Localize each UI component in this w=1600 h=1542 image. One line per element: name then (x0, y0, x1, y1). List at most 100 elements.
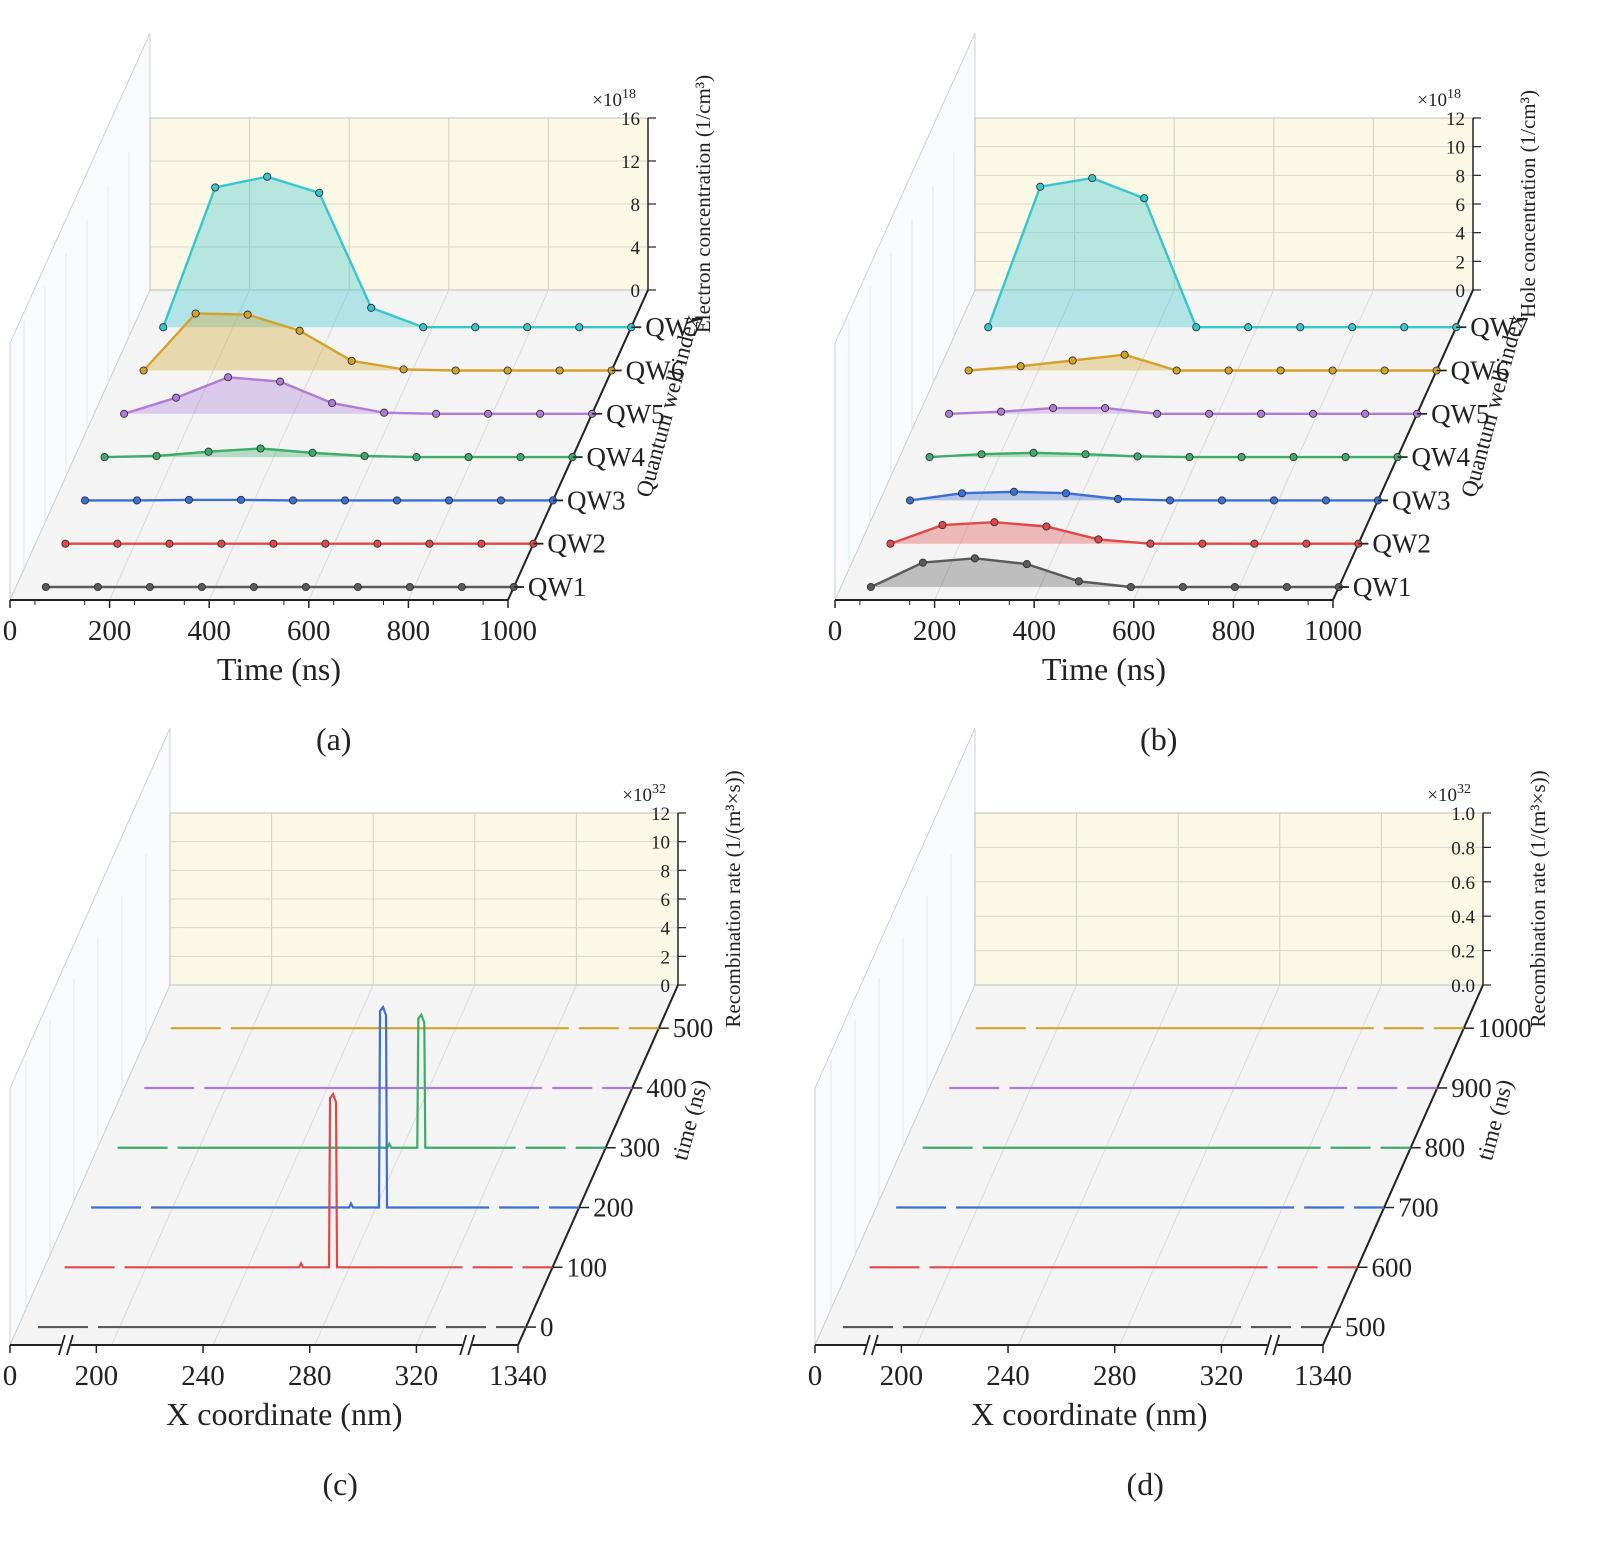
z-axis-title: Hole concentration (1/cm³) (1516, 90, 1540, 318)
data-point (1230, 582, 1239, 592)
z-tick-label: 0.4 (1451, 907, 1475, 928)
axis-break-mark (66, 1334, 74, 1356)
z-tick-label: 12 (651, 804, 670, 825)
data-point (1074, 577, 1083, 586)
chart-panel-d: 0 200 240 280 320 1340 X coordinate (nm) 0.0 0.2… (808, 727, 1550, 1502)
axis-break-mark (1264, 1334, 1273, 1356)
data-point (1282, 582, 1291, 592)
data-point (1276, 366, 1285, 375)
series-area (988, 178, 1457, 328)
z-tick-label: 12 (1446, 109, 1465, 130)
z-tick-label: 0 (661, 976, 671, 997)
gridline (212, 984, 374, 1346)
y-tick-label: 1000 (1478, 1013, 1532, 1043)
series-line (123, 376, 593, 415)
data-point (1257, 409, 1266, 418)
data-point (575, 323, 584, 332)
z-tick-label: 4 (1456, 224, 1466, 245)
series-QW1: QW1 (41, 572, 586, 602)
data-point (41, 582, 50, 592)
series-QW7: QW7 (159, 172, 704, 342)
z-multiplier: ×1018 (1417, 87, 1461, 111)
z-tick-label: 12 (621, 152, 640, 173)
data-point (471, 323, 480, 332)
z-multiplier: ×1018 (592, 87, 636, 111)
data-point (197, 582, 206, 592)
data-point (536, 409, 545, 418)
data-point (412, 453, 421, 462)
y-tick-label: 200 (593, 1193, 634, 1223)
data-point (380, 408, 389, 417)
data-point (1185, 453, 1194, 462)
data-point (243, 310, 252, 319)
data-point (1094, 535, 1103, 544)
z-tick-label: 8 (631, 195, 641, 216)
x-tick-label: 280 (288, 1360, 332, 1392)
z-tick-label: 0 (1456, 281, 1466, 302)
z-tick-label: 4 (631, 238, 641, 259)
axis-break-gap (1267, 1333, 1278, 1357)
y-tick-label: QW5 (606, 399, 664, 429)
x-tick-label: 0 (3, 615, 18, 647)
y-axis (517, 984, 679, 1346)
data-point (1029, 448, 1038, 457)
axis-break-mark (863, 1334, 871, 1356)
gridline (1119, 984, 1281, 1346)
data-point (503, 366, 512, 375)
data-point (80, 496, 90, 505)
z-multiplier: ×1032 (622, 782, 666, 806)
data-point (1113, 494, 1123, 504)
gridline (1220, 984, 1382, 1346)
data-point (120, 409, 129, 418)
x-tick-label: 240 (986, 1360, 1030, 1392)
x-tick-label: 320 (395, 1360, 439, 1392)
series-line (85, 498, 553, 502)
axis-break-gap (865, 1333, 876, 1357)
y-tick-label: QW7 (1470, 312, 1528, 342)
data-point (1321, 496, 1331, 505)
data-point (1081, 450, 1090, 459)
z-tick-label: 8 (1456, 166, 1466, 187)
data-point (957, 489, 967, 498)
data-point (970, 554, 979, 563)
x-axis-title: Time (ns) (217, 651, 341, 687)
data-point (1217, 496, 1227, 505)
z-multiplier-exp: 18 (1447, 87, 1461, 102)
data-point (392, 496, 402, 505)
z-tick-label: 0.8 (1451, 838, 1475, 859)
series-line (889, 520, 1359, 545)
x-tick-label: 1000 (479, 615, 537, 647)
series-line (91, 1004, 580, 1209)
gridline (407, 289, 549, 601)
y-tick-label: QW7 (645, 312, 703, 342)
gridline (916, 984, 1078, 1346)
data-point (1036, 182, 1045, 191)
data-point (1120, 350, 1129, 359)
data-point (1205, 409, 1214, 418)
data-point (211, 183, 220, 192)
data-point (1165, 496, 1175, 505)
y-axis (507, 289, 649, 601)
x-tick-label: 400 (1012, 615, 1056, 647)
x-tick-label: 600 (287, 615, 331, 647)
data-point (1269, 496, 1279, 505)
series-area (910, 491, 1378, 501)
data-point (347, 356, 356, 365)
data-point (288, 496, 298, 505)
z-axis-title: Electron concentration (1/cm³) (691, 75, 715, 333)
y-tick-label: QW6 (626, 356, 684, 386)
series-400: 400 (144, 1073, 687, 1103)
series-line (929, 451, 1398, 459)
data-point (484, 409, 493, 418)
series-QW5: QW5 (945, 399, 1490, 429)
series-line (987, 176, 1457, 329)
data-point (1126, 582, 1135, 592)
data-point (1192, 323, 1201, 332)
data-point (172, 393, 181, 402)
y-tick-label: 500 (673, 1013, 714, 1043)
gridline (308, 289, 450, 601)
x-tick-label: 0 (808, 1360, 823, 1392)
data-point (113, 539, 122, 548)
data-point (360, 451, 369, 461)
data-point (132, 496, 142, 505)
